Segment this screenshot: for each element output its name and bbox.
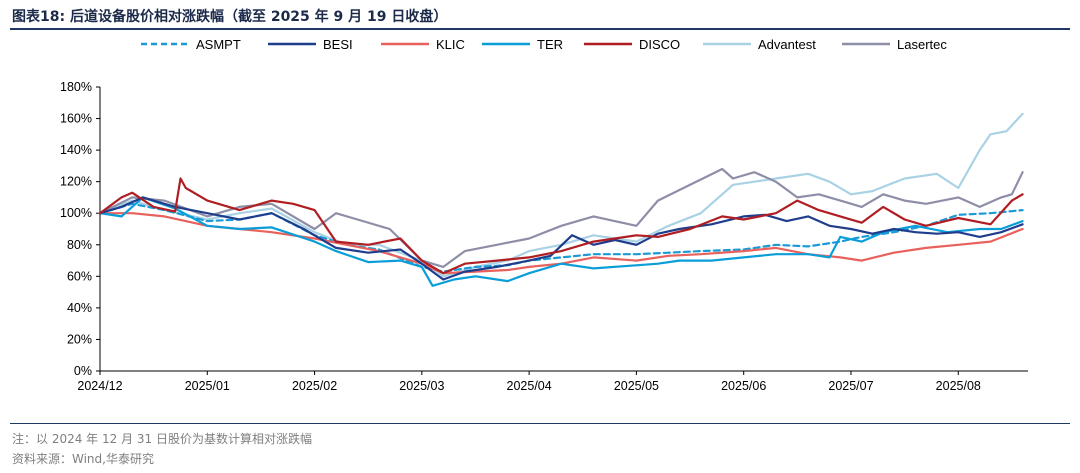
x-tick-label: 2025/03 <box>399 379 444 393</box>
x-tick-label: 2025/06 <box>721 379 766 393</box>
x-tick-label: 2025/02 <box>292 379 337 393</box>
y-tick-label: 140% <box>60 143 92 157</box>
title-divider <box>10 28 1070 30</box>
y-axis: 0% 20% 40% 60% 80% 100% 120% 140% 160% 180% <box>60 80 101 378</box>
x-tick-label: 2025/07 <box>828 379 873 393</box>
y-tick-label: 40% <box>67 301 92 315</box>
footnote: 注：以 2024 年 12 月 31 日股价为基数计算相对涨跌幅 <box>12 432 312 446</box>
source-note: 资料来源：Wind,华泰研究 <box>12 452 154 466</box>
legend-label: KLIC <box>436 37 465 52</box>
chart-legend: ASMPT BESI KLIC TER DISCO Advantest Lasertec <box>141 37 947 52</box>
series-line-advantest <box>98 112 1024 278</box>
series-line-disco <box>98 177 1024 275</box>
y-tick-label: 0% <box>74 364 92 378</box>
x-axis: 2024/12 2025/01 2025/02 2025/03 2025/04 2025/… <box>77 370 1028 393</box>
y-tick-label: 80% <box>67 238 92 252</box>
x-tick-label: 2024/12 <box>77 379 122 393</box>
series-line-ter <box>98 196 1024 287</box>
chart-title: 图表18: 后道设备股价相对涨跌幅（截至 2025 年 9 月 19 日收盘） <box>12 9 448 25</box>
x-tick-label: 2025/05 <box>614 379 659 393</box>
y-tick-label: 180% <box>60 80 92 94</box>
x-tick-label: 2025/01 <box>185 379 230 393</box>
y-tick-label: 120% <box>60 175 92 189</box>
series-lines <box>98 112 1024 287</box>
legend-label: ASMPT <box>196 37 241 52</box>
line-chart: ASMPT BESI KLIC TER DISCO Advantest Lasertec 0… <box>60 37 1028 393</box>
legend-label: Lasertec <box>897 37 947 52</box>
legend-label: DISCO <box>639 37 680 52</box>
x-tick-label: 2025/04 <box>507 379 552 393</box>
y-tick-label: 100% <box>60 206 92 220</box>
footer-divider <box>10 423 1070 424</box>
y-tick-label: 160% <box>60 112 92 126</box>
series-line-besi <box>98 196 1024 281</box>
legend-label: Advantest <box>758 37 816 52</box>
legend-label: TER <box>537 37 563 52</box>
y-tick-label: 60% <box>67 269 92 283</box>
legend-label: BESI <box>323 37 353 52</box>
series-line-lasertec <box>98 167 1024 268</box>
x-tick-label: 2025/08 <box>936 379 981 393</box>
y-tick-label: 20% <box>67 332 92 346</box>
